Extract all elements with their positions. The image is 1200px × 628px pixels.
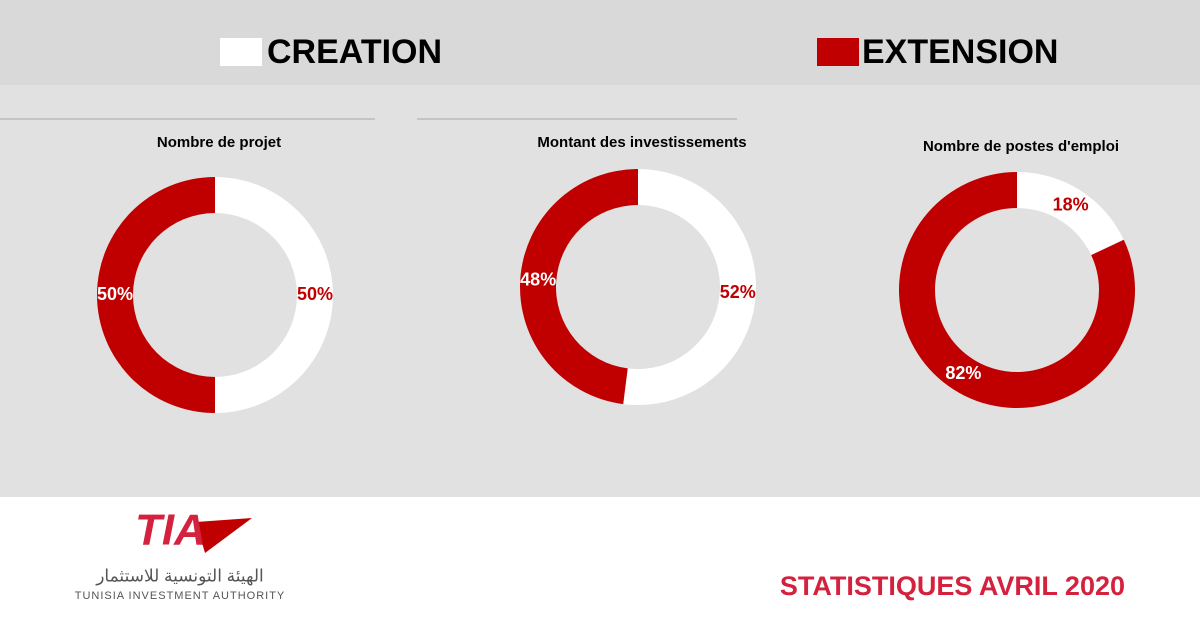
caption: STATISTIQUES AVRIL 2020 xyxy=(780,571,1125,601)
logo-text: TIA xyxy=(135,506,206,555)
donut-slice xyxy=(623,169,756,405)
legend-swatch xyxy=(817,38,859,66)
donut-slice xyxy=(899,172,1135,408)
donut-slice xyxy=(519,169,638,405)
logo-arabic: الهيئة التونسية للاستثمار xyxy=(95,566,264,586)
logo-mark xyxy=(196,518,252,553)
legend-label: EXTENSION xyxy=(862,33,1058,71)
legend-swatch xyxy=(220,38,262,66)
donut-slice xyxy=(1017,172,1124,256)
slice-label: 82% xyxy=(945,363,981,383)
slice-label: 52% xyxy=(720,282,756,302)
chart-area xyxy=(0,85,1200,497)
header-band xyxy=(0,0,1200,85)
footer-band xyxy=(0,497,1200,628)
donut-slice xyxy=(97,177,215,413)
chart-title: Montant des investissements xyxy=(537,134,746,151)
logo-name: TUNISIA INVESTMENT AUTHORITY xyxy=(75,590,286,602)
slice-label: 50% xyxy=(97,284,133,304)
slice-label: 18% xyxy=(1053,194,1089,214)
slice-label: 48% xyxy=(520,269,556,289)
chart-title: Nombre de postes d'emploi xyxy=(923,138,1119,155)
donut-slice xyxy=(215,177,333,413)
chart-title: Nombre de projet xyxy=(157,134,281,151)
legend-label: CREATION xyxy=(267,33,442,71)
logo: TIA الهيئة التونسية للاستثمار TUNISIA IN… xyxy=(75,506,286,602)
slice-label: 50% xyxy=(297,284,333,304)
